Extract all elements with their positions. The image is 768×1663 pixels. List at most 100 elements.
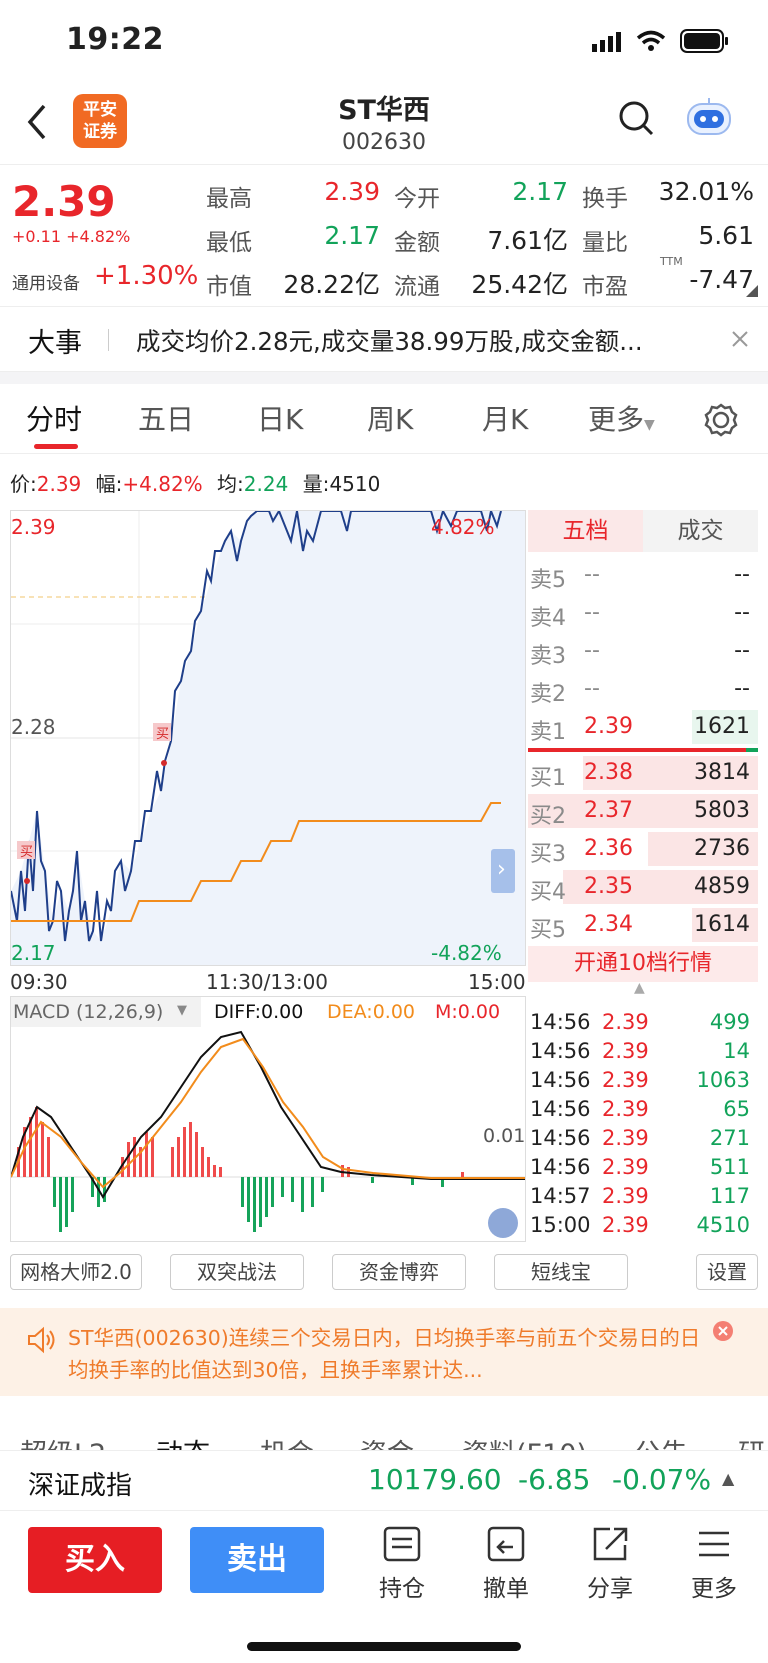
field-label: 市值: [206, 274, 252, 300]
cancel-order-button[interactable]: 撤单: [466, 1525, 546, 1603]
ask-row[interactable]: 卖3 -- --: [530, 638, 750, 669]
pct-high-label: 4.82%: [431, 515, 495, 539]
depth-bar: [528, 794, 758, 828]
ask-row[interactable]: 卖2 -- --: [530, 676, 750, 707]
buy-marker[interactable]: 买: [20, 845, 34, 860]
subtab-l2[interactable]: 超级L2: [20, 1432, 106, 1450]
field-label: 今开: [394, 186, 440, 212]
search-icon[interactable]: [616, 98, 656, 138]
sell-button[interactable]: 卖出: [190, 1527, 324, 1593]
close-icon[interactable]: [712, 1320, 734, 1342]
chevron-right-icon[interactable]: ›: [497, 857, 506, 882]
macd-diff: DIFF:0.00: [214, 1001, 304, 1023]
scroll-up-icon[interactable]: ▲: [634, 980, 645, 996]
field-value: 5.61: [698, 221, 754, 250]
news-banner[interactable]: 大事 成交均价2.28元,成交量38.99万股,成交金额...: [0, 306, 768, 372]
trade-row: 14:56 2.39 65: [530, 1097, 750, 1121]
depth-bar: [692, 908, 758, 942]
buy-button[interactable]: 买入: [28, 1527, 162, 1593]
more-button[interactable]: 更多: [674, 1525, 754, 1603]
macd-selector[interactable]: MACD (12,26,9) ▼: [11, 997, 201, 1027]
ask-row[interactable]: 卖1 2.39 1621: [528, 708, 758, 746]
risk-notice[interactable]: ST华西(002630)连续三个交易日内，日均换手率与前五个交易日的日均换手率的…: [0, 1308, 768, 1396]
subtab-fund[interactable]: 资金: [360, 1432, 414, 1450]
tools-settings-button[interactable]: 设置: [696, 1254, 758, 1290]
tab-level5[interactable]: 五档: [528, 510, 643, 552]
trade-row: 14:56 2.39 14: [530, 1039, 750, 1063]
grid-master-button[interactable]: 网格大师2.0: [10, 1254, 142, 1290]
broker-logo: 平安 证券: [73, 94, 127, 148]
buy-marker[interactable]: 买: [156, 727, 170, 742]
trade-row: 14:56 2.39 271: [530, 1126, 750, 1150]
tab-5day[interactable]: 五日: [138, 403, 195, 436]
status-time: 19:22: [66, 22, 164, 57]
subtab-f10[interactable]: 资料(F10): [462, 1432, 587, 1450]
tab-more[interactable]: 更多▼: [588, 403, 655, 436]
ask-row[interactable]: 卖5 -- --: [530, 562, 750, 593]
subtab-announcement[interactable]: 公告: [634, 1432, 688, 1450]
stock-code: 002630: [342, 130, 426, 155]
notice-text: ST华西(002630)连续三个交易日内，日均换手率与前五个交易日的日均换手率的…: [68, 1326, 701, 1382]
upgrade-level10-button[interactable]: 开通10档行情: [528, 946, 758, 982]
ask-row[interactable]: 卖4 -- --: [530, 600, 750, 631]
field-value: 7.61亿: [487, 226, 568, 255]
tab-underline: [34, 444, 78, 449]
tab-daily-k[interactable]: 日K: [257, 403, 304, 436]
tab-trades[interactable]: 成交: [677, 518, 724, 544]
macd-dea: DEA:0.00: [327, 1001, 416, 1023]
expand-corner-icon[interactable]: [746, 285, 758, 297]
tab-intraday[interactable]: 分时: [26, 403, 83, 436]
macd-panel[interactable]: MACD (12,26,9) ▼ DIFF:0.00 DEA:0.00 M:0.…: [10, 996, 526, 1242]
fund-game-button[interactable]: 资金博弈: [332, 1254, 466, 1290]
positions-button[interactable]: 持仓: [362, 1525, 442, 1603]
subtab-research[interactable]: 研: [738, 1432, 765, 1450]
bid-row[interactable]: 买3 2.36 2736: [528, 830, 758, 868]
time-mid: 11:30/13:00: [206, 970, 329, 994]
back-icon[interactable]: [24, 102, 48, 142]
field-value: 2.17: [512, 177, 568, 206]
spread-bar: [528, 748, 746, 752]
chevron-down-icon: ▼: [644, 417, 655, 433]
pct-low-label: -4.82%: [431, 941, 502, 965]
bottom-action-bar: 买入 卖出 持仓 撤单 分享 更多: [0, 1510, 768, 1663]
document-icon: [383, 1526, 421, 1562]
expand-up-icon[interactable]: ▲: [722, 1469, 735, 1488]
short-line-button[interactable]: 短线宝: [494, 1254, 628, 1290]
index-ticker[interactable]: 深证成指 10179.60 -6.85 -0.07% ▲: [0, 1450, 768, 1510]
robot-assistant-icon[interactable]: [684, 96, 734, 140]
share-button[interactable]: 分享: [570, 1525, 650, 1603]
bid-row[interactable]: 买2 2.37 5803: [528, 792, 758, 830]
divider: [108, 329, 109, 351]
home-indicator[interactable]: [247, 1642, 521, 1651]
field-label: 金额: [394, 230, 440, 256]
bid-row[interactable]: 买4 2.35 4859: [528, 868, 758, 906]
stock-title: ST华西: [338, 95, 430, 126]
double-breakout-button[interactable]: 双突战法: [170, 1254, 304, 1290]
ttm-sup: TTM: [660, 255, 683, 268]
close-icon[interactable]: [730, 329, 750, 349]
field-value: 2.39: [324, 177, 380, 206]
status-bar: 19:22: [0, 0, 768, 80]
bid-row[interactable]: 买5 2.34 1614: [528, 906, 758, 944]
price-high-label: 2.39: [11, 515, 56, 539]
field-value: 25.42亿: [471, 270, 568, 299]
field-label: 最高: [206, 186, 252, 212]
field-value: 32.01%: [658, 177, 754, 206]
index-change: -6.85: [518, 1463, 591, 1496]
bid-row[interactable]: 买1 2.38 3814: [528, 754, 758, 792]
macd-m: M:0.00: [435, 1001, 501, 1023]
news-tag: 大事: [28, 328, 82, 359]
spread-bar: [746, 748, 758, 752]
chevron-down-icon: ▼: [177, 1003, 187, 1018]
menu-icon: [699, 1531, 729, 1557]
intraday-chart-svg: [10, 507, 525, 965]
sector-name[interactable]: 通用设备: [12, 274, 80, 294]
tab-monthly-k[interactable]: 月K: [482, 403, 529, 436]
gear-icon[interactable]: [703, 402, 739, 438]
subtab-opportunity[interactable]: 机会: [260, 1432, 314, 1450]
subtab-dynamic[interactable]: 动态: [156, 1432, 210, 1450]
price-low-label: 2.17: [11, 941, 56, 965]
trade-row: 14:57 2.39 117: [530, 1184, 750, 1208]
intraday-chart[interactable]: 2.39 2.28 2.17 4.82% -4.82% 买 买 ›: [10, 507, 526, 966]
tab-weekly-k[interactable]: 周K: [367, 403, 414, 436]
